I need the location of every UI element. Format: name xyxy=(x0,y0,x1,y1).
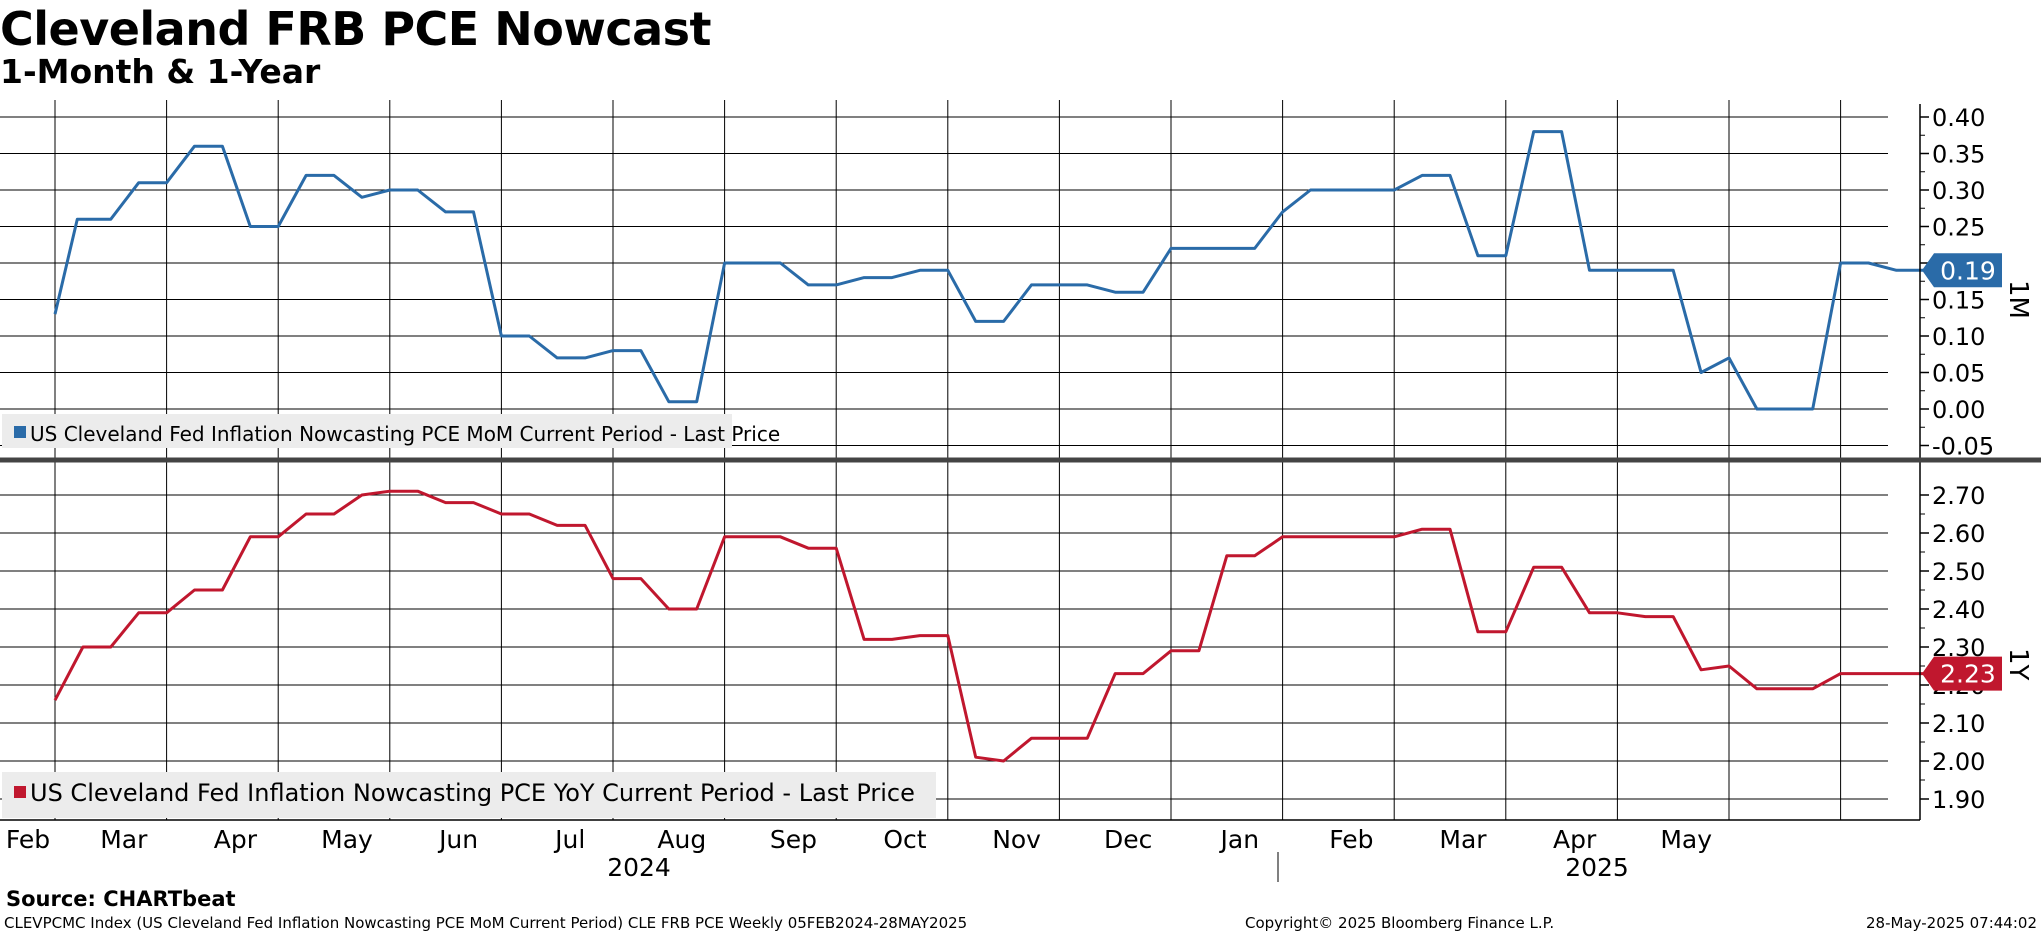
source-label: Source: CHARTbeat xyxy=(6,887,236,911)
x-month-label: Dec xyxy=(1104,825,1152,854)
y-tick-label: 2.60 xyxy=(1932,520,1985,548)
series-lines xyxy=(53,130,1953,763)
x-month-label: Jun xyxy=(437,825,478,854)
y-tick-label: 0.10 xyxy=(1932,323,1985,351)
x-month-label: Nov xyxy=(992,825,1041,854)
y-tick-label: 2.10 xyxy=(1932,710,1985,738)
y-tick-label: 0.05 xyxy=(1932,360,1985,388)
y-tick-label: 0.25 xyxy=(1932,214,1985,242)
y-tick-label: 0.15 xyxy=(1932,287,1985,315)
chart-subtitle: 1-Month & 1-Year xyxy=(0,52,321,91)
x-month-label: Apr xyxy=(1553,825,1597,854)
y-tick-label: 0.35 xyxy=(1932,141,1985,169)
yoy-side-label: 1Y xyxy=(2003,648,2033,681)
y-tick-label: 2.50 xyxy=(1932,558,1985,586)
y-tick-label: 0.00 xyxy=(1932,396,1985,424)
footer-timestamp: 28-May-2025 07:44:02 xyxy=(1866,914,2037,932)
footer-index-description: CLEVPCMC Index (US Cleveland Fed Inflati… xyxy=(4,914,968,932)
x-month-label: Mar xyxy=(1439,825,1487,854)
yoy-legend-label: US Cleveland Fed Inflation Nowcasting PC… xyxy=(30,779,915,807)
footer-copyright: Copyright© 2025 Bloomberg Finance L.P. xyxy=(1245,914,1555,932)
x-year-label: 2024 xyxy=(607,853,671,882)
mom-legend-swatch xyxy=(14,426,26,438)
x-month-label: May xyxy=(1660,825,1712,854)
x-month-label: Oct xyxy=(883,825,926,854)
y-tick-label: 1.90 xyxy=(1932,786,1985,814)
x-month-label: Aug xyxy=(657,825,706,854)
yoy-last-value-label: 2.23 xyxy=(1940,660,1996,689)
yoy-legend: US Cleveland Fed Inflation Nowcasting PC… xyxy=(2,772,936,818)
x-month-label: Apr xyxy=(214,825,258,854)
y-tick-label: -0.05 xyxy=(1932,433,1994,461)
y-tick-label: 2.00 xyxy=(1932,748,1985,776)
x-month-label: Sep xyxy=(770,825,817,854)
mom-side-label: 1M xyxy=(2003,280,2033,319)
x-month-label: Mar xyxy=(100,825,148,854)
yoy-legend-swatch xyxy=(14,786,26,798)
axes: 0.400.350.300.250.200.150.100.050.00-0.0… xyxy=(0,104,2041,882)
mom-legend: US Cleveland Fed Inflation Nowcasting PC… xyxy=(2,414,780,448)
mom-last-value-box xyxy=(1922,253,2002,288)
mom-last-value-label: 0.19 xyxy=(1940,256,1996,285)
y-tick-label: 0.30 xyxy=(1932,177,1985,205)
yoy-last-value-box xyxy=(1922,656,2002,691)
mom-series-line xyxy=(53,130,1953,411)
x-month-label: Jul xyxy=(553,825,585,854)
yoy-series-line xyxy=(53,489,1953,763)
chart-title: Cleveland FRB PCE Nowcast xyxy=(0,2,712,56)
x-month-label: May xyxy=(321,825,373,854)
mom-legend-label: US Cleveland Fed Inflation Nowcasting PC… xyxy=(30,422,780,446)
y-tick-label: 0.40 xyxy=(1932,104,1985,132)
x-year-label: 2025 xyxy=(1565,853,1629,882)
x-month-label: Jan xyxy=(1219,825,1260,854)
y-tick-label: 2.40 xyxy=(1932,596,1985,624)
y-tick-label: 2.70 xyxy=(1932,482,1985,510)
x-month-label: Feb xyxy=(1329,825,1373,854)
x-month-label: Feb xyxy=(6,825,50,854)
